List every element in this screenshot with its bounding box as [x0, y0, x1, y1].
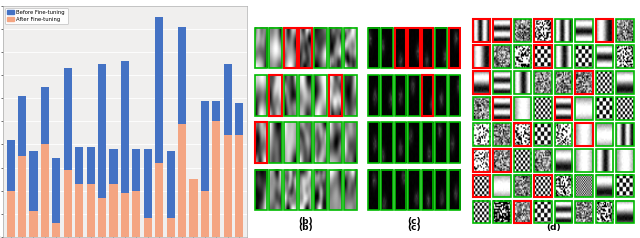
Bar	[75, 147, 83, 184]
Bar	[6, 140, 15, 191]
Bar	[166, 151, 175, 218]
Bar	[86, 147, 95, 184]
Bar	[235, 135, 243, 237]
Bar	[201, 191, 209, 237]
Bar	[155, 163, 163, 237]
Bar	[109, 184, 118, 237]
Bar	[41, 87, 49, 144]
Bar	[109, 149, 118, 184]
Bar	[212, 101, 220, 121]
Bar	[18, 156, 26, 237]
Text: (c): (c)	[407, 223, 420, 232]
Bar	[178, 124, 186, 237]
Text: (b): (b)	[298, 223, 313, 232]
Bar	[132, 191, 140, 237]
Bar	[212, 121, 220, 237]
Bar	[29, 151, 38, 211]
Bar	[52, 158, 60, 223]
Bar	[223, 135, 232, 237]
Bar	[223, 64, 232, 135]
Bar	[63, 68, 72, 170]
Bar	[235, 103, 243, 135]
Bar	[29, 211, 38, 237]
Bar	[75, 184, 83, 237]
Bar	[189, 179, 198, 237]
Bar	[201, 101, 209, 191]
Legend: Before Fine-tuning, After Fine-tuning: Before Fine-tuning, After Fine-tuning	[4, 8, 68, 24]
Bar	[121, 61, 129, 193]
Bar	[98, 64, 106, 198]
Bar	[18, 96, 26, 156]
Bar	[41, 144, 49, 237]
Bar	[155, 18, 163, 163]
Bar	[132, 149, 140, 191]
Text: (d): (d)	[546, 223, 561, 232]
Bar	[143, 218, 152, 237]
Bar	[178, 27, 186, 124]
Bar	[6, 191, 15, 237]
Bar	[166, 218, 175, 237]
Bar	[98, 198, 106, 237]
Bar	[143, 149, 152, 218]
Bar	[52, 223, 60, 237]
Bar	[63, 170, 72, 237]
Bar	[121, 193, 129, 237]
Bar	[86, 184, 95, 237]
